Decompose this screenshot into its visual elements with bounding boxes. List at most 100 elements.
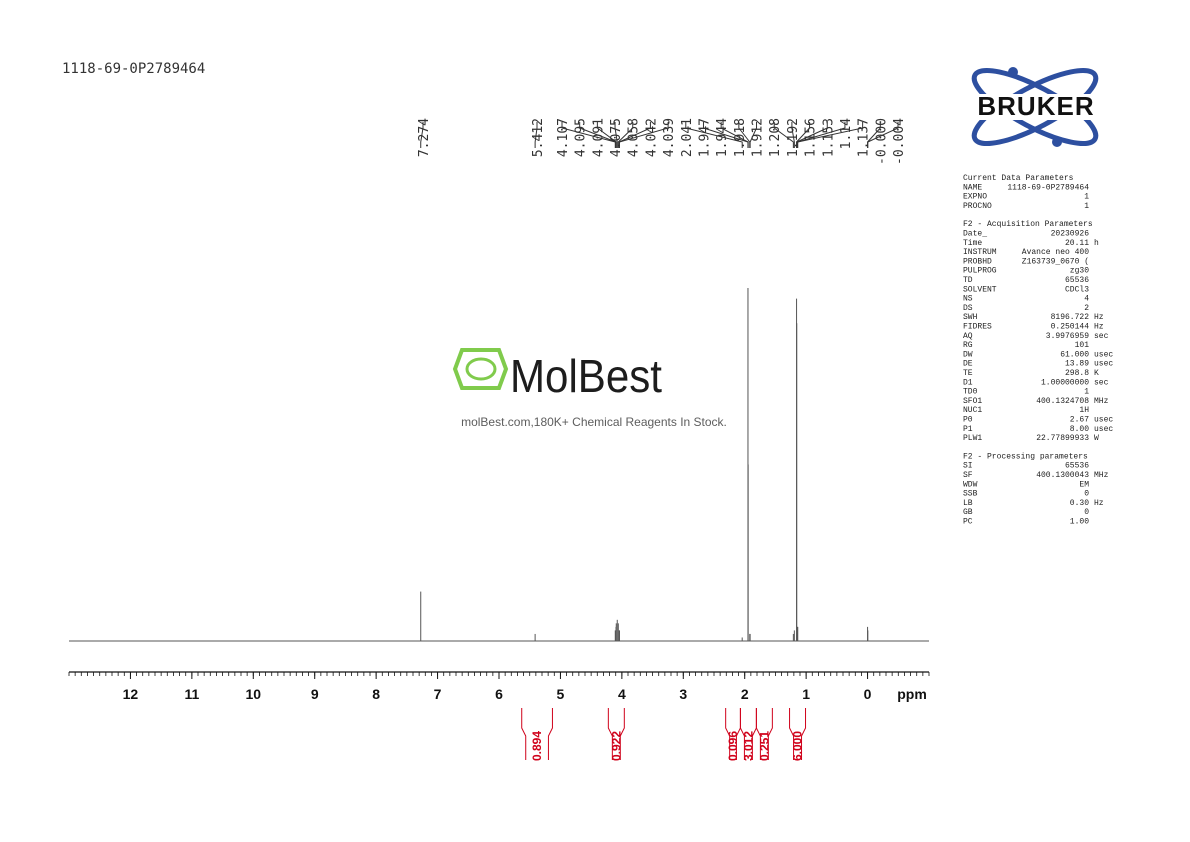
peak-connector (749, 122, 758, 148)
param-name: RG (963, 341, 973, 350)
x-tick-label: 12 (123, 686, 139, 702)
param-value: 22.77899933 (1036, 434, 1089, 443)
param-name: DE (963, 360, 973, 369)
logo-orbit (971, 68, 1099, 146)
param-unit: usec (1094, 350, 1113, 359)
peak-label: 4.091 (591, 118, 606, 157)
param-name: NUC1 (963, 406, 982, 415)
param-unit: usec (1094, 416, 1113, 425)
param-value: CDCl3 (1065, 285, 1089, 294)
param-name: P1 (963, 425, 973, 434)
peak-connector (561, 122, 616, 148)
peak-connector (791, 122, 795, 148)
param-name: SSB (963, 490, 978, 499)
param-value: 8.00 (1070, 425, 1089, 434)
peak-label: -0.000 (874, 118, 889, 165)
param-value: 1H (1079, 406, 1089, 415)
param-name: TD0 (963, 388, 978, 397)
sample-id: 1118-69-0P2789464 (62, 61, 205, 77)
watermark-logo: MolBest (510, 350, 662, 402)
param-value: EM (1079, 480, 1089, 489)
param-section-title: F2 - Processing parameters (963, 452, 1088, 461)
peak-connector (773, 122, 794, 148)
param-value: 1 (1084, 388, 1089, 397)
x-tick-label: 7 (434, 686, 442, 702)
peak-connector (618, 122, 669, 148)
param-section-title: Current Data Parameters (963, 174, 1074, 183)
peak-connector (617, 122, 634, 148)
param-name: SOLVENT (963, 285, 997, 294)
param-value: 1.00000000 (1041, 378, 1089, 387)
param-name: FIDRES (963, 323, 992, 332)
param-unit: usec (1094, 425, 1113, 434)
param-name: SWH (963, 313, 978, 322)
integral-label: 0.894 (530, 731, 544, 761)
integral-label: 3.012 (741, 731, 755, 761)
peak-connector (720, 122, 749, 148)
logo-orbit (971, 68, 1099, 146)
integral-label: 0.922 (609, 731, 623, 761)
param-value: 2.67 (1070, 416, 1089, 425)
integral-label: 6.000 (791, 731, 805, 761)
param-name: PLW1 (963, 434, 982, 443)
param-value: 400.1300043 (1036, 471, 1089, 480)
param-value: 4 (1084, 295, 1089, 304)
param-name: PROBHD (963, 257, 992, 266)
param-value: zg30 (1070, 267, 1089, 276)
param-name: LB (963, 499, 973, 508)
x-tick-label: 9 (311, 686, 319, 702)
param-name: GB (963, 508, 973, 517)
peak-label: 5.412 (531, 118, 546, 157)
param-name: NS (963, 295, 973, 304)
peak-label: 4.039 (662, 118, 677, 157)
integral-bracket (607, 708, 625, 760)
param-unit: K (1094, 369, 1099, 378)
param-unit: Hz (1094, 313, 1104, 322)
peak-label: 1.944 (715, 118, 730, 157)
param-name: DS (963, 304, 973, 313)
peak-label: 1.912 (751, 118, 766, 157)
x-tick-label: 6 (495, 686, 503, 702)
x-tick-label: 1 (802, 686, 810, 702)
param-value: 65536 (1065, 462, 1089, 471)
param-name: SI (963, 462, 973, 471)
param-unit: sec (1094, 378, 1109, 387)
peak-label: 1.153 (821, 118, 836, 157)
param-value: Z163739_0670 ( (1022, 257, 1089, 266)
param-name: WDW (963, 480, 978, 489)
logo-band (956, 94, 1116, 120)
x-tick-label: 0 (864, 686, 872, 702)
param-value: 0 (1084, 508, 1089, 517)
param-unit: h (1094, 239, 1099, 248)
param-name: PC (963, 518, 973, 527)
logo-dot (1008, 67, 1018, 77)
param-unit: usec (1094, 360, 1113, 369)
watermark-hexagon (452, 348, 509, 390)
param-name: Date_ (963, 230, 987, 239)
integral-label: 0.096 (726, 731, 740, 761)
param-value: 1118-69-0P2789464 (1007, 183, 1089, 192)
peak-connector (596, 122, 617, 148)
x-tick-label: 5 (557, 686, 565, 702)
peak-label: 1.918 (733, 118, 748, 157)
param-value: 8196.722 (1051, 313, 1090, 322)
param-section-title: F2 - Acquisition Parameters (963, 220, 1093, 229)
peak-connector (797, 122, 864, 148)
peak-connector (614, 122, 618, 148)
param-value: 65536 (1065, 276, 1089, 285)
peak-label: 4.095 (574, 118, 589, 157)
param-name: P0 (963, 416, 973, 425)
x-tick-label: 4 (618, 686, 626, 702)
param-value: 400.1324708 (1036, 397, 1089, 406)
param-value: 0.250144 (1051, 323, 1090, 332)
param-name: PULPROG (963, 267, 997, 276)
param-name: NAME (963, 183, 982, 192)
peak-label: -0.004 (892, 118, 907, 165)
param-unit: Hz (1094, 323, 1104, 332)
param-value: 1 (1084, 202, 1089, 211)
watermark: MolBest molBest.com,180K+ Chemical Reage… (452, 348, 727, 429)
integral-bracket (789, 708, 807, 760)
param-name: Time (963, 239, 982, 248)
param-value: 298.8 (1065, 369, 1089, 378)
